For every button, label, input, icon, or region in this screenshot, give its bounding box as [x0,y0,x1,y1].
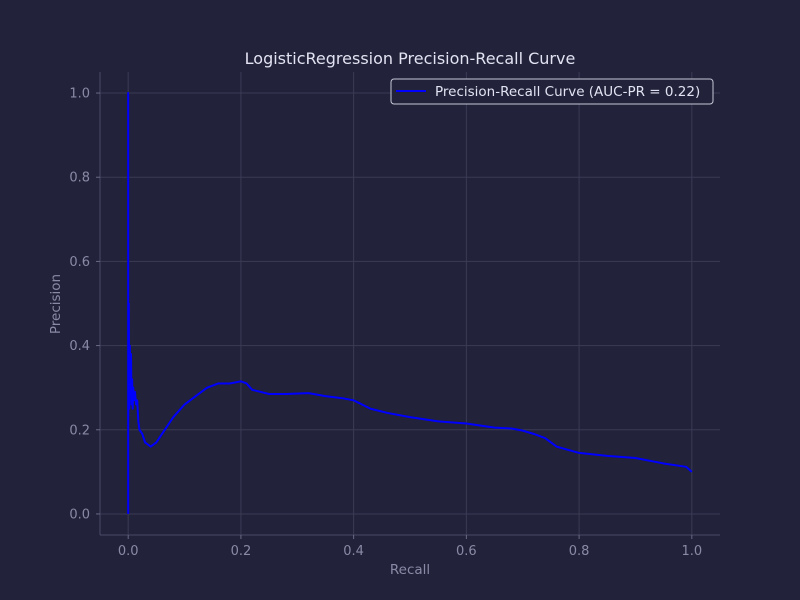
x-tick-label-1: 0.2 [231,544,252,559]
legend-box [390,78,714,105]
y-tick-label-5: 1.0 [69,87,90,102]
x-axis-label: Recall [390,562,430,578]
x-tick-label-4: 0.8 [569,544,590,559]
y-axis-ticks: 0.0 0.2 0.4 0.6 0.8 1.0 [69,87,100,522]
y-tick-label-0: 0.0 [69,507,90,522]
y-tick-label-1: 0.2 [69,423,90,438]
axes-spines [99,72,720,536]
legend-entry-label: Precision-Recall Curve (AUC-PR = 0.22) [435,84,700,100]
series-line-0 [127,92,693,514]
x-tick-label-2: 0.4 [343,544,364,559]
chart-title: LogisticRegression Precision-Recall Curv… [245,49,576,68]
y-tick-label-2: 0.4 [69,339,90,354]
y-axis-label: Precision [48,274,64,334]
x-tick-label-3: 0.6 [456,544,477,559]
grid [100,72,720,535]
legend: Precision-Recall Curve (AUC-PR = 0.22) [390,78,714,105]
y-tick-label-4: 0.8 [69,171,90,186]
x-tick-label-0: 0.0 [118,544,139,559]
series-group [127,92,693,514]
x-tick-label-5: 1.0 [681,544,702,559]
x-axis-ticks: 0.0 0.2 0.4 0.6 0.8 1.0 [118,535,702,559]
y-tick-label-3: 0.6 [69,255,90,270]
